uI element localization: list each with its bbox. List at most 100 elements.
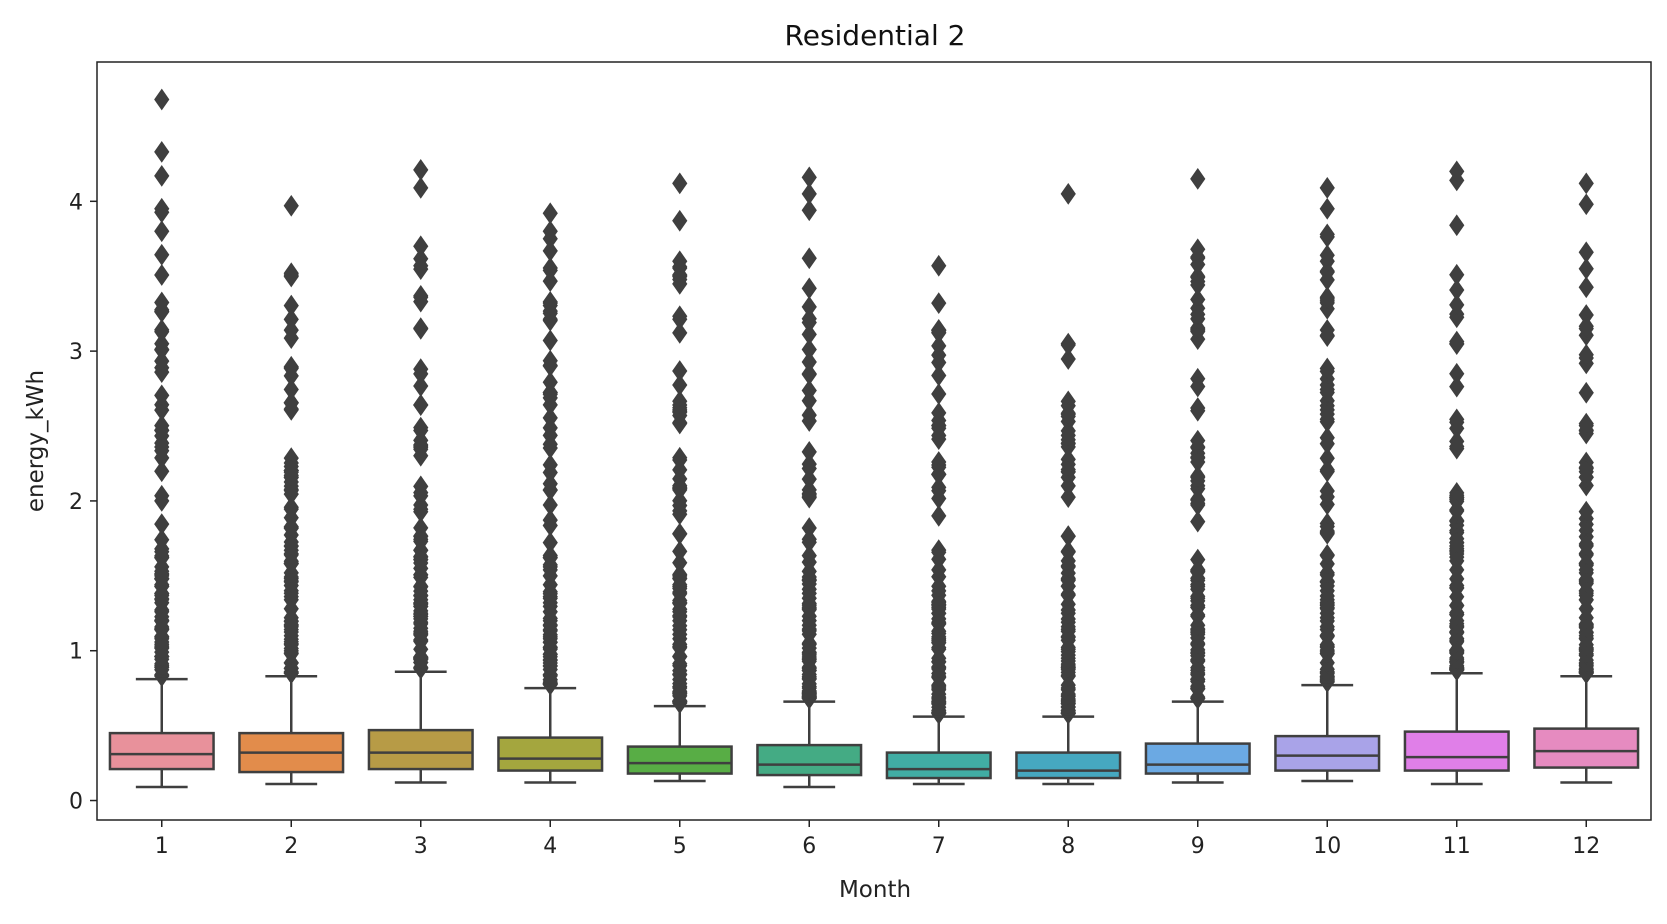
outlier-point (931, 487, 947, 510)
outlier-point (1060, 550, 1076, 572)
outlier-point (801, 338, 817, 361)
outlier-point (1578, 257, 1594, 280)
outlier-point (931, 417, 947, 440)
outlier-point (931, 428, 947, 451)
outlier-point (1319, 543, 1335, 566)
outlier-point (672, 564, 688, 587)
outlier-point (801, 247, 817, 270)
outlier-point (1319, 197, 1335, 220)
outlier-point (672, 308, 688, 331)
y-tick-label: 3 (69, 340, 83, 365)
outlier-point (1190, 375, 1206, 398)
outlier-point (154, 141, 170, 163)
outlier-point (1449, 332, 1465, 355)
outlier-point (1319, 521, 1335, 544)
outlier-point (672, 374, 688, 396)
outlier-point (801, 486, 817, 509)
outlier-point (1060, 486, 1076, 508)
x-tick-label: 5 (673, 834, 687, 859)
outlier-point (413, 362, 429, 385)
box-iqr (1274, 734, 1381, 772)
box-iqr (1533, 727, 1640, 769)
x-tick-label: 1 (155, 834, 169, 859)
outlier-point (1449, 214, 1465, 237)
outlier-point (283, 398, 299, 420)
outlier-point (413, 158, 429, 181)
outlier-point (154, 484, 170, 507)
outlier-point (154, 513, 170, 536)
outlier-point (931, 504, 947, 527)
outlier-point (931, 463, 947, 486)
outlier-point (801, 404, 817, 426)
outlier-point (801, 199, 817, 222)
outlier-point (542, 220, 558, 243)
outlier-point (1449, 411, 1465, 434)
x-axis: 1 2 3 4 5 6 7 8 9 10 11 12 (155, 820, 1600, 859)
outlier-point (542, 472, 558, 495)
outlier-point (154, 197, 170, 220)
outlier-point (1578, 513, 1594, 536)
outlier-point (154, 439, 170, 462)
outlier-point (1449, 531, 1465, 554)
outlier-point (154, 88, 170, 111)
box-iqr (1015, 751, 1122, 780)
x-tick-label: 7 (932, 834, 946, 859)
outlier-point (283, 262, 299, 285)
y-tick-label: 4 (69, 190, 83, 215)
outlier-point (1449, 160, 1465, 183)
outlier-point (542, 202, 558, 225)
outlier-point (1578, 381, 1594, 404)
outlier-point (413, 235, 429, 258)
y-axis: 0 1 2 3 4 (69, 190, 97, 815)
plot-frame (96, 61, 1652, 821)
outlier-point (542, 433, 558, 456)
box-month-8 (1015, 182, 1122, 786)
outlier-point (801, 307, 817, 330)
box-month-11 (1403, 160, 1510, 786)
outlier-point (931, 254, 947, 277)
outlier-point (931, 335, 947, 357)
box-month-1 (108, 88, 215, 789)
outlier-point (1578, 412, 1594, 435)
outlier-point (1060, 525, 1076, 547)
x-tick-label: 8 (1061, 834, 1075, 859)
outlier-point (154, 350, 170, 372)
outlier-point (542, 546, 558, 569)
outlier-point (1060, 424, 1076, 447)
outlier-point (1319, 244, 1335, 267)
outlier-point (672, 446, 688, 469)
outlier-point (1319, 381, 1335, 404)
outlier-point (1449, 294, 1465, 316)
outlier-point (1190, 560, 1206, 583)
outlier-point (1060, 182, 1076, 205)
box-month-12 (1533, 172, 1640, 784)
outlier-point (1578, 193, 1594, 216)
x-axis-label: Month (839, 877, 911, 903)
outlier-point (1190, 167, 1206, 190)
outlier-point (1578, 241, 1594, 264)
outlier-point (413, 530, 429, 553)
outlier-point (672, 322, 688, 344)
outlier-point (672, 500, 688, 522)
box-iqr (497, 736, 604, 772)
outlier-point (1060, 575, 1076, 598)
box-iqr (1403, 730, 1510, 772)
x-tick-label: 6 (802, 834, 816, 859)
x-tick-label: 2 (284, 834, 298, 859)
outlier-point (1190, 466, 1206, 489)
plot-area (108, 88, 1640, 789)
outlier-point (542, 383, 558, 406)
outlier-point (1449, 306, 1465, 329)
box-iqr (756, 743, 863, 777)
outlier-point (154, 460, 170, 483)
outlier-point (1190, 510, 1206, 533)
outlier-point (154, 220, 170, 243)
outlier-point (1060, 402, 1076, 425)
outlier-point (672, 250, 688, 273)
outlier-point (801, 531, 817, 554)
chart-title: Residential 2 (785, 19, 966, 52)
outlier-point (931, 548, 947, 571)
outlier-point (1578, 343, 1594, 366)
outlier-point (154, 264, 170, 286)
